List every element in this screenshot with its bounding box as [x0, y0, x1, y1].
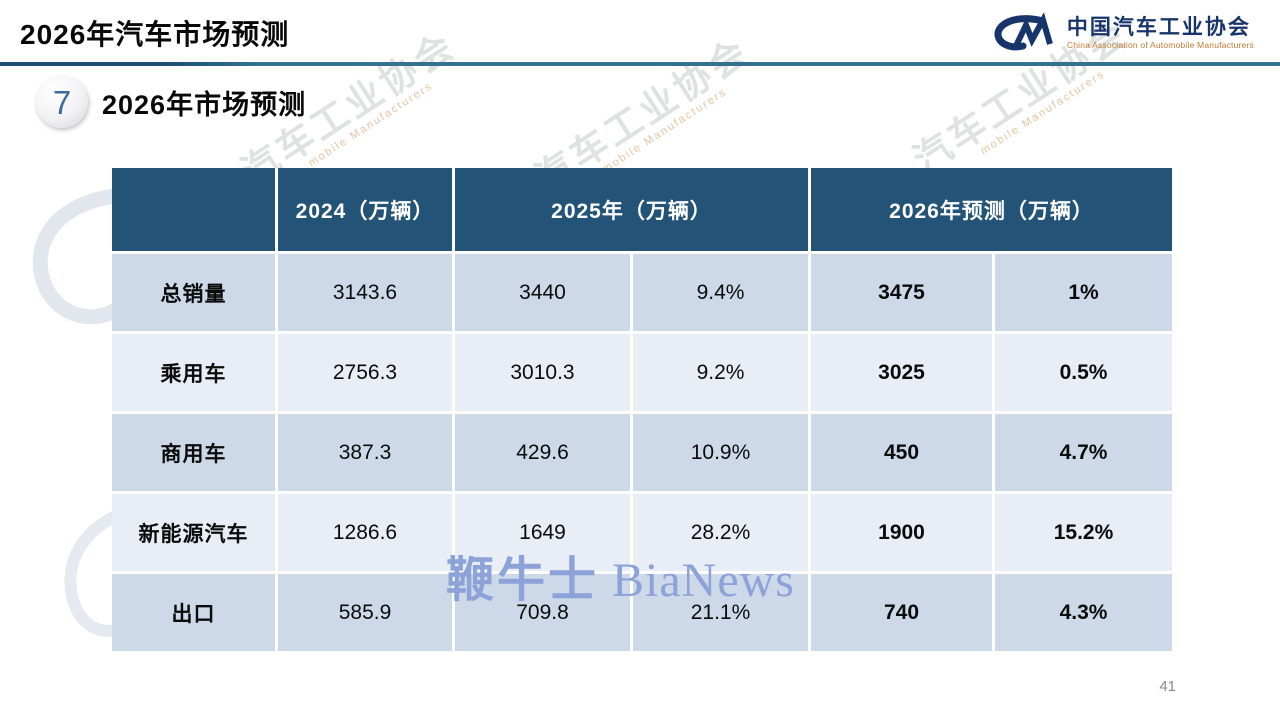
forecast-2026: 740 — [811, 574, 992, 651]
section-title: 2026年市场预测 — [102, 89, 307, 120]
value-2025: 3440 — [455, 254, 630, 331]
forecast-2026: 3025 — [811, 334, 992, 411]
section-number-badge: 7 — [36, 76, 88, 128]
slide-header: 2026年汽车市场预测 中国汽车工业协会 China Association o… — [0, 0, 1280, 62]
row-label: 乘用车 — [112, 334, 275, 411]
forecast-growth-2026: 1% — [995, 254, 1172, 331]
growth-2025: 9.4% — [633, 254, 808, 331]
page-title: 2026年汽车市场预测 — [20, 19, 290, 50]
col-header-2026: 2026年预测（万辆） — [811, 168, 1172, 251]
value-2025: 1649 — [455, 494, 630, 571]
caam-logo-mark-icon — [994, 13, 1053, 51]
forecast-2026: 1900 — [811, 494, 992, 571]
col-header-empty — [112, 168, 275, 251]
growth-2025: 21.1% — [633, 574, 808, 651]
forecast-2026: 3475 — [811, 254, 992, 331]
caam-name-cn: 中国汽车工业协会 — [1066, 15, 1251, 39]
growth-2025: 10.9% — [633, 414, 808, 491]
page-number: 41 — [1159, 678, 1176, 695]
value-2024: 387.3 — [278, 414, 452, 491]
forecast-growth-2026: 15.2% — [995, 494, 1172, 571]
forecast-growth-2026: 0.5% — [995, 334, 1172, 411]
caam-name-en: China Association of Automobile Manufact… — [1066, 40, 1254, 51]
value-2025: 709.8 — [455, 574, 630, 651]
col-header-2024: 2024（万辆） — [278, 168, 452, 251]
forecast-table: 2024（万辆） 2025年（万辆） 2026年预测（万辆） 总销量 3143.… — [112, 168, 1172, 651]
row-label: 商用车 — [112, 414, 275, 491]
forecast-growth-2026: 4.7% — [995, 414, 1172, 491]
header-divider — [0, 62, 1280, 66]
row-label: 新能源汽车 — [112, 494, 275, 571]
value-2024: 3143.6 — [278, 254, 452, 331]
value-2024: 2756.3 — [278, 334, 452, 411]
section-heading: 7 2026年市场预测 — [36, 76, 306, 128]
growth-2025: 28.2% — [633, 494, 808, 571]
growth-2025: 9.2% — [633, 334, 808, 411]
row-label: 出口 — [112, 574, 275, 651]
value-2024: 1286.6 — [278, 494, 452, 571]
col-header-2025: 2025年（万辆） — [455, 168, 808, 251]
forecast-growth-2026: 4.3% — [995, 574, 1172, 651]
value-2025: 429.6 — [455, 414, 630, 491]
value-2025: 3010.3 — [455, 334, 630, 411]
row-label: 总销量 — [112, 254, 275, 331]
value-2024: 585.9 — [278, 574, 452, 651]
section-number: 7 — [52, 83, 72, 121]
caam-logo-text: 中国汽车工业协会 China Association of Automobile… — [1067, 16, 1254, 50]
forecast-2026: 450 — [811, 414, 992, 491]
caam-logo: 中国汽车工业协会 China Association of Automobile… — [993, 13, 1254, 53]
